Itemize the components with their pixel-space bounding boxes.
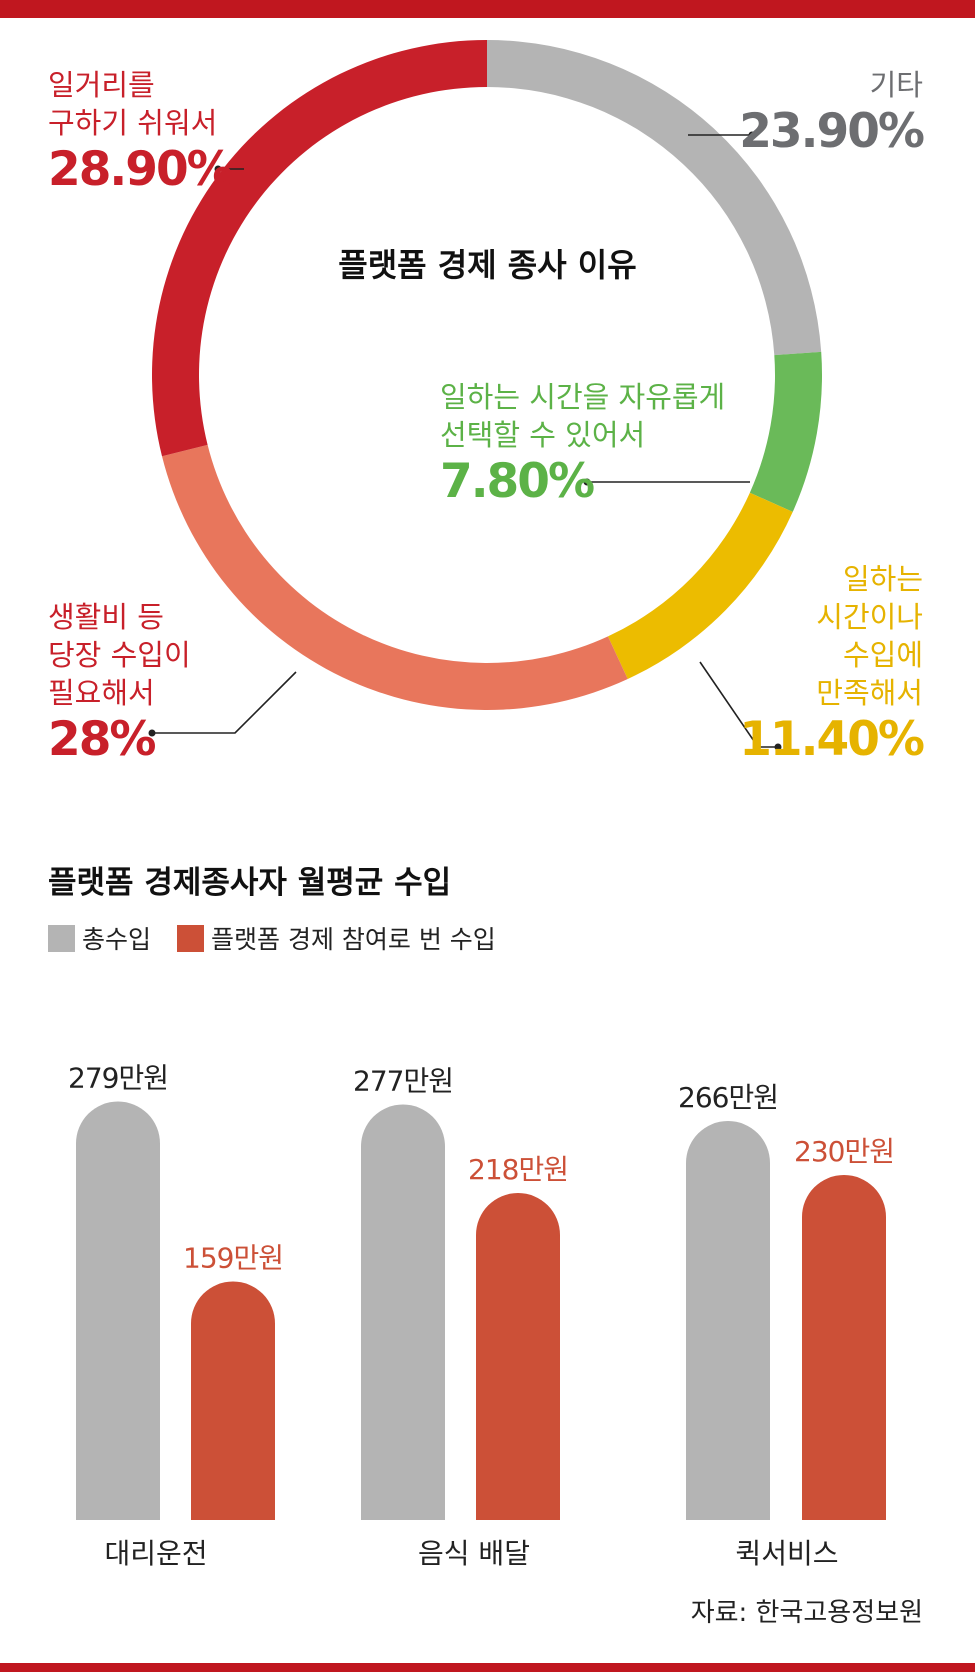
bar-platform <box>191 1281 275 1520</box>
slice-label-line: 필요해서 <box>48 676 155 710</box>
pie-slice-satisfied <box>607 492 793 680</box>
slice-percent: 28% <box>48 712 156 767</box>
legend-label-total: 총수입 <box>82 925 152 954</box>
category-label: 대리운전 <box>104 1537 207 1570</box>
category-label: 퀵서비스 <box>735 1537 838 1570</box>
leader-dot-free-time <box>583 478 591 486</box>
bar-platform <box>802 1175 886 1520</box>
slice-percent: 11.40% <box>739 712 925 767</box>
bar-value-label: 279만원 <box>68 1062 168 1095</box>
bar-total <box>686 1121 770 1520</box>
slice-label-line: 일거리를 <box>48 68 155 102</box>
bar-chart-title: 플랫폼 경제종사자 월평균 수입 <box>48 865 452 901</box>
legend-swatch-total <box>48 924 75 952</box>
bar-total <box>361 1104 445 1520</box>
pie-slice-living_cost <box>162 444 628 710</box>
top-accent-bar <box>0 0 975 18</box>
bottom-accent-bar <box>0 1663 975 1672</box>
slice-label-line: 만족해서 <box>816 676 923 710</box>
slice-label-line: 구하기 쉬워서 <box>48 106 218 140</box>
category-label: 음식 배달 <box>418 1537 530 1570</box>
slice-label-satisfied: 일하는 시간이나 수입에 만족해서 11.40% <box>739 560 925 768</box>
pie-slice-free_time <box>749 351 823 512</box>
leader-line-living-cost <box>152 671 297 734</box>
slice-label-living-cost: 생활비 등 당장 수입이 필요해서 28% <box>48 598 191 768</box>
bar-value-label: 218만원 <box>468 1153 568 1186</box>
leader-dot-easy-job <box>214 165 222 173</box>
bar-value-label: 230만원 <box>794 1135 894 1168</box>
slice-label-line: 수입에 <box>842 638 923 672</box>
leader-dot-satisfied <box>774 743 782 751</box>
legend-swatch-platform <box>177 924 205 952</box>
leader-line-satisfied <box>699 661 778 748</box>
legend-label-platform: 플랫폼 경제 참여로 번 수입 <box>211 925 496 954</box>
slice-label-line: 생활비 등 <box>48 600 164 634</box>
slice-label-free-time: 일하는 시간을 자유롭게 선택할 수 있어서 7.80% <box>440 378 725 510</box>
slice-label-line: 선택할 수 있어서 <box>440 418 646 452</box>
leader-dot-living-cost <box>148 729 156 737</box>
bar-total <box>76 1101 160 1520</box>
leader-dot-other <box>748 131 756 139</box>
donut-title: 플랫폼 경제 종사 이유 <box>338 246 637 284</box>
slice-label-line: 기타 <box>869 68 923 102</box>
bar-value-label: 266만원 <box>678 1081 778 1114</box>
source-note: 자료: 한국고용정보원 <box>690 1598 923 1628</box>
pie-slice-easy_job <box>151 40 487 457</box>
legend: 총수입 플랫폼 경제 참여로 번 수입 <box>48 920 496 956</box>
slice-percent: 7.80% <box>440 454 595 509</box>
donut-chart <box>148 40 823 751</box>
slice-label-easy-job: 일거리를 구하기 쉬워서 28.90% <box>48 66 234 198</box>
slice-label-line: 일하는 <box>842 562 923 596</box>
slice-label-line: 시간이나 <box>816 600 923 634</box>
pie-slice-other <box>487 40 822 356</box>
slice-label-line: 일하는 시간을 자유롭게 <box>440 380 726 414</box>
slice-label-other: 기타 23.90% <box>739 66 925 160</box>
slice-percent: 28.90% <box>48 142 234 197</box>
bar-value-label: 277만원 <box>353 1065 453 1098</box>
bar-platform <box>476 1193 560 1520</box>
bar-value-label: 159만원 <box>183 1242 283 1275</box>
slice-label-line: 당장 수입이 <box>48 638 191 672</box>
slice-percent: 23.90% <box>739 104 925 159</box>
